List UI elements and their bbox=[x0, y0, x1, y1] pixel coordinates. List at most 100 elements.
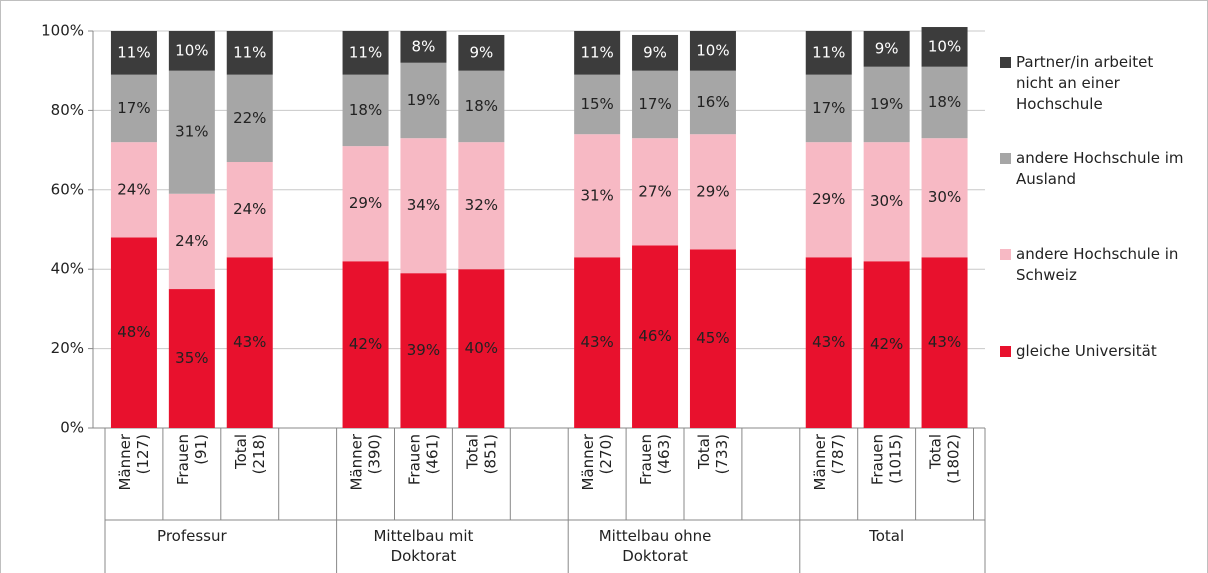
value-label: 16% bbox=[696, 93, 729, 111]
bar-segment bbox=[921, 66, 968, 139]
x-tick-label: Männer(390) bbox=[347, 433, 383, 490]
bar-segment bbox=[805, 31, 852, 75]
value-label: 35% bbox=[175, 349, 208, 367]
value-label: 39% bbox=[407, 341, 440, 359]
value-label: 17% bbox=[812, 99, 845, 117]
x-tick-label-line: (127) bbox=[133, 434, 151, 474]
bar-segment bbox=[805, 74, 852, 143]
bar-segment bbox=[689, 31, 736, 71]
value-label: 40% bbox=[465, 339, 498, 357]
bar-segment bbox=[689, 70, 736, 135]
bar-segment bbox=[805, 257, 852, 428]
bar-segment bbox=[574, 134, 621, 258]
group-label: Professur bbox=[157, 527, 227, 545]
bar-segment bbox=[574, 74, 621, 135]
value-label: 29% bbox=[812, 190, 845, 208]
group-label: Total bbox=[869, 527, 905, 545]
legend-entry: Partner/in arbeitet nicht an einer Hochs… bbox=[1000, 52, 1186, 115]
value-label: 22% bbox=[233, 109, 266, 127]
x-tick-label-line: Total bbox=[463, 434, 481, 470]
value-label: 29% bbox=[696, 182, 729, 200]
bar-segment bbox=[110, 142, 157, 238]
x-tick-label: Total(733) bbox=[694, 434, 730, 474]
x-tick-label-line: (733) bbox=[712, 434, 730, 474]
bar-segment bbox=[632, 245, 679, 428]
legend-entry: andere Hochschule im Ausland bbox=[1000, 148, 1186, 190]
value-label: 43% bbox=[233, 333, 266, 351]
x-tick-label-line: (1015) bbox=[886, 434, 904, 484]
bar-segment bbox=[226, 257, 273, 428]
y-tick-label: 100% bbox=[41, 22, 84, 40]
x-tick-label: Total(1802) bbox=[926, 434, 962, 484]
value-label: 31% bbox=[580, 186, 613, 204]
value-label: 32% bbox=[465, 196, 498, 214]
y-tick-label: 0% bbox=[60, 419, 84, 437]
bar-segment bbox=[632, 138, 679, 246]
bar-segment bbox=[168, 70, 215, 194]
x-tick-label-line: (390) bbox=[365, 434, 383, 474]
legend-entry: gleiche Universität bbox=[1000, 341, 1186, 362]
value-label: 18% bbox=[465, 97, 498, 115]
value-label: 24% bbox=[233, 200, 266, 218]
value-label: 43% bbox=[812, 333, 845, 351]
value-label: 19% bbox=[407, 91, 440, 109]
x-tick-label: Frauen(461) bbox=[405, 434, 441, 485]
x-tick-label-line: (1802) bbox=[944, 434, 962, 484]
x-tick-label-line: (787) bbox=[828, 434, 846, 474]
x-tick-label-line: Frauen bbox=[173, 434, 191, 485]
value-label: 27% bbox=[638, 182, 671, 200]
x-tick-label: Männer(270) bbox=[579, 433, 615, 490]
x-tick-label-line: Frauen bbox=[637, 434, 655, 485]
bar-segment bbox=[226, 31, 273, 75]
value-label: 43% bbox=[928, 333, 961, 351]
value-label: 9% bbox=[643, 43, 667, 61]
bar-segment bbox=[168, 31, 215, 71]
value-label: 11% bbox=[349, 43, 382, 61]
bar-segment bbox=[342, 74, 389, 147]
value-label: 17% bbox=[117, 99, 150, 117]
x-tick-label-line: (218) bbox=[249, 434, 267, 474]
bar-segment bbox=[400, 31, 447, 63]
value-label: 29% bbox=[349, 194, 382, 212]
bar-segment bbox=[689, 249, 736, 428]
y-tick-label: 80% bbox=[51, 101, 84, 119]
bar-segment bbox=[689, 134, 736, 250]
x-tick-label: Männer(127) bbox=[115, 433, 151, 490]
value-label: 24% bbox=[117, 180, 150, 198]
value-label: 18% bbox=[928, 93, 961, 111]
x-tick-label-line: Männer bbox=[115, 433, 133, 490]
x-tick-label: Frauen(463) bbox=[637, 434, 673, 485]
x-tick-label-line: Total bbox=[926, 434, 944, 470]
bar-segment bbox=[458, 34, 505, 71]
bar-segment bbox=[226, 162, 273, 258]
value-label: 30% bbox=[870, 192, 903, 210]
value-label: 24% bbox=[175, 232, 208, 250]
bar-segment bbox=[400, 138, 447, 274]
value-label: 43% bbox=[580, 333, 613, 351]
value-label: 11% bbox=[233, 43, 266, 61]
value-label: 34% bbox=[407, 196, 440, 214]
bar-segment bbox=[863, 31, 910, 67]
x-tick-label-line: (270) bbox=[597, 434, 615, 474]
value-label: 42% bbox=[870, 335, 903, 353]
bar-segment bbox=[168, 193, 215, 290]
bar-segment bbox=[400, 273, 447, 428]
group-label: Mittelbau mit Doktorat bbox=[373, 527, 474, 565]
x-tick-label: Männer(787) bbox=[810, 433, 846, 490]
x-tick-label-line: Männer bbox=[579, 433, 597, 490]
legend-swatch bbox=[1000, 57, 1011, 68]
value-label: 48% bbox=[117, 323, 150, 341]
x-tick-label: Frauen(91) bbox=[173, 434, 209, 485]
y-tick-label: 60% bbox=[51, 180, 84, 198]
value-label: 19% bbox=[870, 95, 903, 113]
value-label: 10% bbox=[696, 41, 729, 59]
bar-segment bbox=[574, 31, 621, 75]
x-tick-label-line: (91) bbox=[191, 434, 209, 465]
bar-segment bbox=[400, 62, 447, 139]
value-label: 17% bbox=[638, 95, 671, 113]
bar-segment bbox=[805, 142, 852, 258]
y-tick-label: 40% bbox=[51, 260, 84, 278]
x-tick-label-line: (463) bbox=[655, 434, 673, 474]
bar-segment bbox=[863, 142, 910, 262]
